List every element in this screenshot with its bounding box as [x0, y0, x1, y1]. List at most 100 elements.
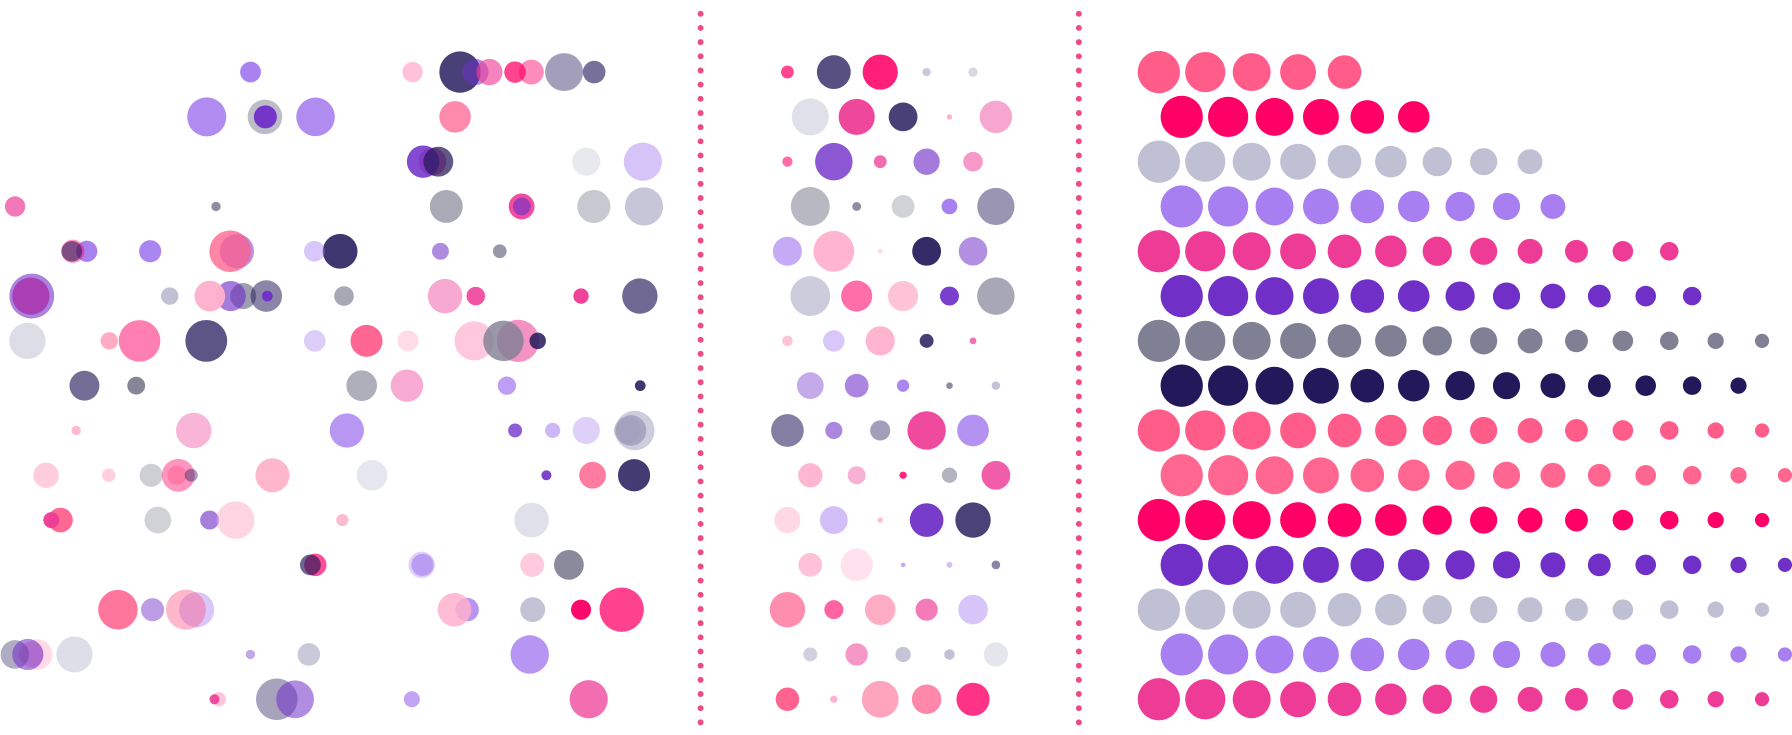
dot [9, 322, 46, 360]
dot [1232, 501, 1271, 540]
dot [1280, 322, 1317, 359]
dot [1302, 188, 1339, 225]
dot [1730, 467, 1747, 484]
dot [139, 240, 162, 263]
dot [1232, 232, 1271, 271]
dot [1160, 633, 1203, 676]
separator-dot [697, 365, 704, 372]
separator-dot [697, 294, 704, 301]
dot [579, 461, 606, 489]
dot [139, 463, 163, 487]
separator-dot [1075, 350, 1082, 357]
dot [216, 501, 255, 539]
dot [991, 560, 1001, 570]
dot [944, 649, 955, 660]
dot [1208, 544, 1249, 585]
dot [1754, 602, 1770, 617]
dot [977, 187, 1015, 226]
separator-dot [1075, 138, 1082, 145]
dot [253, 105, 277, 129]
dot [1612, 330, 1634, 352]
separator-dot [1075, 365, 1082, 372]
dot [1587, 463, 1611, 487]
separator-dot [1075, 322, 1082, 329]
separator-dot [697, 421, 704, 428]
separator-dot [1075, 336, 1082, 343]
separator-dot [697, 435, 704, 442]
dot [1565, 419, 1588, 442]
separator-dot [697, 464, 704, 471]
dot [1232, 590, 1271, 629]
separator-dot [1075, 591, 1082, 598]
separator-dot [697, 166, 704, 173]
separator-dot [1075, 95, 1082, 102]
dot [983, 642, 1009, 667]
dot [187, 97, 227, 137]
dot [1327, 503, 1362, 537]
dot [1232, 680, 1271, 719]
dot [554, 550, 584, 580]
separator-dot [697, 563, 704, 570]
dot [1280, 502, 1317, 539]
dot [492, 244, 507, 259]
dot [454, 321, 494, 361]
dot [569, 680, 608, 719]
dot [43, 512, 60, 529]
dot [1397, 369, 1430, 402]
dot [1350, 458, 1385, 493]
separator-dot [1075, 719, 1082, 726]
dot [514, 502, 549, 538]
separator-dot [1075, 110, 1082, 116]
dot [1375, 593, 1407, 626]
dot [771, 414, 804, 447]
dot [907, 411, 946, 450]
dot [1707, 511, 1724, 529]
dot [573, 288, 589, 304]
dot [98, 589, 138, 630]
dot [1350, 637, 1385, 672]
dot [791, 98, 829, 136]
dot [1185, 410, 1226, 451]
separator-dot [1075, 549, 1082, 556]
dot [1682, 286, 1702, 306]
dot [1255, 277, 1294, 316]
dot [1492, 192, 1521, 221]
dot [1777, 468, 1792, 483]
dot [1137, 230, 1180, 273]
dot [545, 53, 584, 92]
dot [957, 414, 989, 447]
dot [1208, 455, 1249, 496]
dot [958, 236, 988, 266]
dot [895, 646, 911, 663]
dot [1255, 366, 1294, 405]
dot [240, 61, 261, 83]
dot [772, 236, 802, 266]
dot [946, 114, 953, 120]
random-scatter-panel [0, 51, 664, 721]
dot [512, 197, 531, 216]
separator-dot [1075, 53, 1082, 60]
dot [899, 471, 907, 479]
dot [1517, 328, 1543, 354]
dot [1445, 550, 1475, 580]
separator-dot [697, 67, 704, 74]
dot [572, 147, 601, 176]
dot [1635, 464, 1656, 486]
dot [888, 280, 919, 312]
dot [877, 517, 883, 523]
dot [1160, 185, 1203, 228]
dot [476, 58, 503, 86]
dot [775, 687, 800, 712]
dot [1612, 688, 1634, 710]
dot [1517, 597, 1543, 623]
dot [510, 635, 549, 674]
dot [1327, 324, 1362, 358]
dot [179, 592, 215, 628]
dot [912, 236, 942, 266]
separator-dot [1075, 393, 1082, 400]
dot [1682, 555, 1702, 575]
separator-dot [1075, 506, 1082, 513]
separator-dot [1075, 152, 1082, 159]
separator-dot [697, 95, 704, 102]
dot [1280, 681, 1317, 718]
